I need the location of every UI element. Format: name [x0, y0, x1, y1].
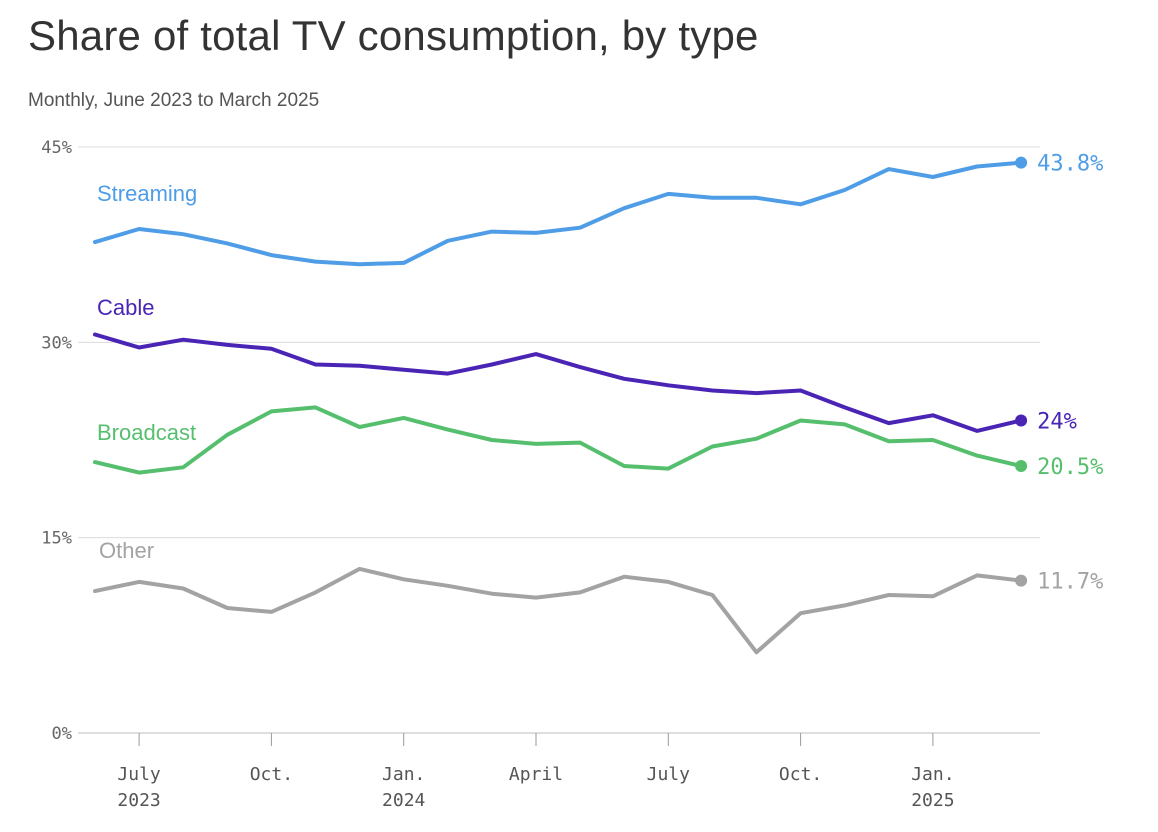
x-tick-label-2025-01: Jan.	[911, 764, 954, 785]
x-tick-label-2023-07: July	[117, 764, 161, 785]
chart-title: Share of total TV consumption, by type	[28, 12, 759, 59]
x-tick-year-2023-07: 2023	[117, 790, 160, 811]
y-axis: 0% 15% 30% 45%	[41, 138, 72, 744]
end-value-label-other: 11.7%	[1037, 570, 1103, 595]
end-point-broadcast	[1015, 460, 1028, 473]
end-point-other	[1015, 574, 1028, 587]
x-tick-label-2024-10: Oct.	[779, 764, 822, 785]
x-tick-label-2024-04: April	[509, 764, 563, 785]
series-name-label-broadcast: Broadcast	[97, 420, 196, 445]
y-tick-label-0: 0%	[52, 724, 72, 744]
x-tick-label-2023-10: Oct.	[250, 764, 293, 785]
x-tick-label-2024-01: Jan.	[382, 764, 425, 785]
end-value-label-cable: 24%	[1037, 409, 1077, 434]
series-line-cable	[93, 332, 1024, 433]
series-name-label-cable: Cable	[97, 295, 154, 320]
series-line-other	[93, 566, 1024, 655]
series-name-label-streaming: Streaming	[97, 181, 197, 206]
y-tick-label-15: 15%	[41, 529, 72, 549]
series-name-label-other: Other	[99, 538, 154, 563]
series-labels: 43.8% Streaming 24% Cable 20.5% Broadcast 11.7…	[97, 152, 1103, 595]
end-value-label-streaming: 43.8%	[1037, 152, 1103, 177]
x-tick-label-2024-07: July	[647, 764, 691, 785]
x-tick-year-2024-01: 2024	[382, 790, 425, 811]
end-value-label-broadcast: 20.5%	[1037, 455, 1103, 480]
y-tick-label-30: 30%	[41, 333, 72, 353]
x-tick-year-2025-01: 2025	[911, 790, 954, 811]
series-line-streaming	[93, 160, 1024, 267]
gridlines	[78, 146, 1040, 734]
chart-subtitle: Monthly, June 2023 to March 2025	[28, 90, 320, 111]
series-line-broadcast	[93, 405, 1024, 475]
y-tick-label-45: 45%	[41, 138, 72, 158]
end-point-streaming	[1015, 156, 1028, 169]
series-lines	[93, 156, 1028, 655]
x-axis: July 2023 Oct. Jan. 2024 April July Oct. Jan. 202…	[117, 733, 955, 811]
end-point-cable	[1015, 414, 1028, 427]
